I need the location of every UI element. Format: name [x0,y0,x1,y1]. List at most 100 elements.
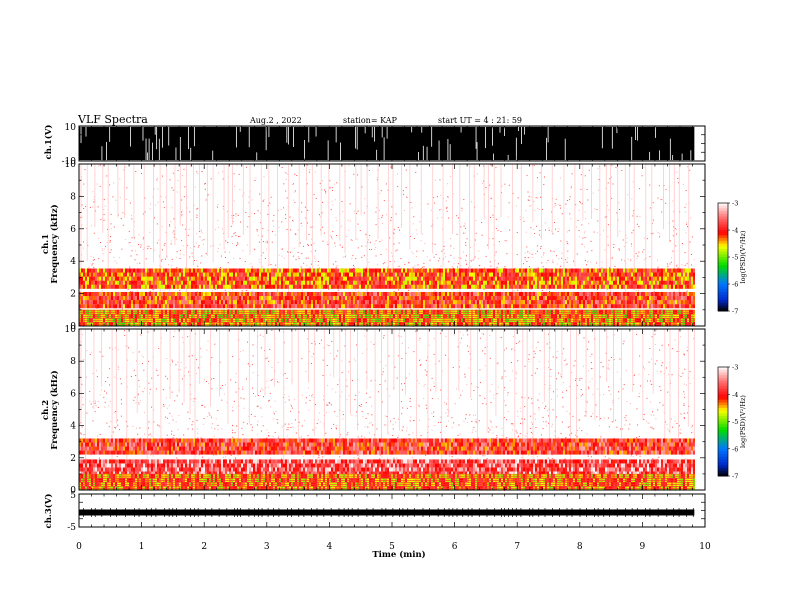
band-cell [523,296,525,301]
band-cell [205,296,207,301]
band-cell [271,280,273,285]
speckle-pixel [597,220,599,222]
band-cell [677,272,679,277]
band-cell [491,296,493,301]
speckle-pixel [674,172,676,174]
band-cell [143,284,145,289]
speckle-pixel [676,265,678,267]
speckle-pixel [233,200,235,202]
band-cell [499,272,501,277]
band-cell [449,268,451,273]
speckle-pixel [106,175,108,177]
speckle-pixel [386,248,388,250]
band-cell [449,304,451,309]
band-cell [397,276,399,281]
band-cell [301,272,303,277]
speckle-pixel [368,169,370,171]
band-cell [365,268,367,273]
band-cell [345,291,347,297]
band-cell [147,268,149,273]
band-cell [407,268,409,273]
band-cell [477,291,479,297]
band-cell [527,300,529,305]
band-cell [613,280,615,285]
band-cell [167,304,169,309]
band-cell [453,284,455,289]
band-cell [329,296,331,301]
band-cell [353,272,355,277]
speckle-pixel [292,199,294,201]
band-cell [93,284,95,289]
band-cell [267,276,269,281]
band-cell [385,268,387,273]
band-cell [233,272,235,277]
speckle-pixel [586,188,588,190]
band-cell [489,300,491,305]
speckle-pixel [95,210,97,212]
band-cell [691,276,693,281]
band-cell [181,276,183,281]
band-cell [153,291,155,297]
speckle-pixel [359,230,361,232]
band-cell [685,268,687,273]
band-cell [625,268,627,273]
band-cell [377,280,379,285]
band-cell [215,300,217,305]
band-cell [489,284,491,289]
speckle-pixel [270,264,272,266]
band-cell [447,300,449,305]
band-cell [687,268,689,273]
speckle-pixel [237,214,239,216]
band-cell [509,276,511,281]
band-cell [187,280,189,285]
band-cell [387,296,389,301]
speckle-pixel [166,288,168,290]
speckle-pixel [306,264,308,266]
band-cell [465,268,467,273]
band-cell [505,296,507,301]
speckle-pixel [652,202,654,204]
speckle-pixel [656,259,658,261]
band-cell [93,272,95,277]
date-label: Aug.2 , 2022 [249,116,302,125]
band-cell [201,291,203,297]
band-cell [243,272,245,277]
band-cell [387,284,389,289]
band-cell [317,284,319,289]
speckle-pixel [375,240,377,242]
band-cell [615,276,617,281]
band-cell [171,272,173,277]
band-cell [465,296,467,301]
speckle-pixel [544,229,546,231]
band-cell [455,276,457,281]
band-cell [347,280,349,285]
band-cell [97,276,99,281]
speckle-pixel [685,189,687,191]
ch1-waveform-gap [179,136,181,161]
band-cell [233,304,235,309]
ch1-waveform-gap [611,126,613,149]
band-cell [501,296,503,301]
speckle-pixel [569,213,571,215]
speckle-pixel [464,232,466,234]
band-cell [533,284,535,289]
band-cell [625,284,627,289]
speckle-pixel [160,196,162,198]
band-cell [157,272,159,277]
speckle-pixel [289,251,291,253]
band-cell [481,268,483,273]
band-cell [325,284,327,289]
speckle-pixel [138,234,140,236]
speckle-pixel [530,196,532,198]
band-cell [397,280,399,285]
ch1-waveform-gap [286,126,288,143]
speckle-pixel [467,267,469,269]
band-cell [519,276,521,281]
speckle-pixel [588,223,590,225]
band-cell [287,268,289,273]
speckle-pixel [497,229,499,231]
speckle-pixel [677,267,679,269]
band-cell [457,268,459,273]
ch1-waveform-gap [175,147,177,161]
band-cell [151,276,153,281]
